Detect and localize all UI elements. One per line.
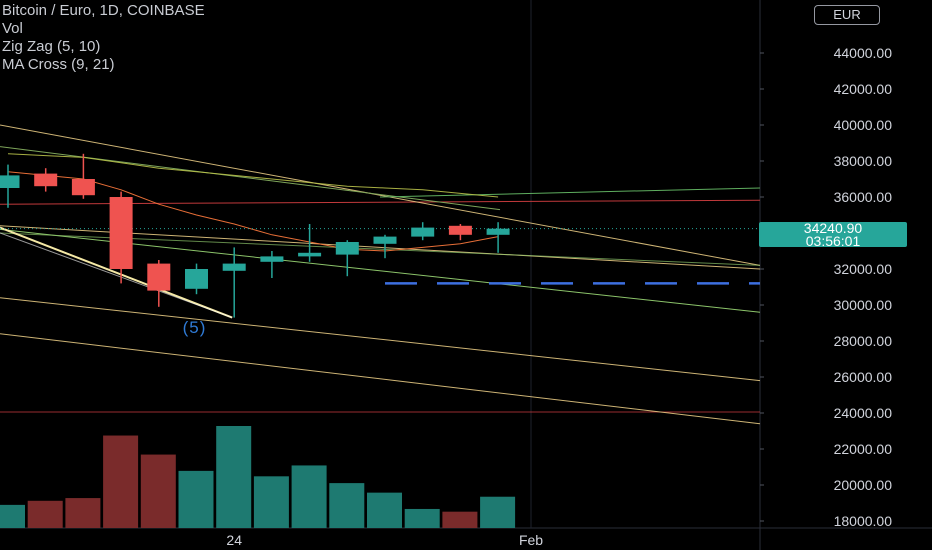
volume-bar (140, 454, 176, 528)
y-tick-label: 32000.00 (834, 261, 893, 277)
candle-body (260, 256, 284, 262)
volume-bar (65, 498, 101, 528)
x-tick-label: Feb (519, 532, 543, 548)
y-tick-label: 30000.00 (834, 297, 893, 313)
volume-bar (329, 483, 365, 528)
y-tick-label: 22000.00 (834, 441, 893, 457)
y-tick-label: 38000.00 (834, 153, 893, 169)
trend-line (0, 124, 761, 266)
candle-body (298, 252, 322, 257)
candle-body (411, 227, 435, 237)
candle-body (0, 175, 20, 188)
candle-body (34, 173, 58, 187)
last-price-badge: 34240.90 03:56:01 (759, 220, 907, 249)
y-tick-label: 40000.00 (834, 117, 893, 133)
y-tick-label: 28000.00 (834, 333, 893, 349)
y-tick-label: 36000.00 (834, 189, 893, 205)
volume-bar (291, 465, 327, 528)
candle-body (71, 179, 95, 196)
candle-body (109, 197, 133, 269)
zigzag-line (0, 232, 233, 319)
y-tick-label: 18000.00 (834, 513, 893, 529)
volume-bar (103, 435, 139, 528)
legend-zigzag[interactable]: Zig Zag (5, 10) (2, 38, 101, 55)
volume-bar (480, 496, 516, 528)
chart-legend: Bitcoin / Euro, 1D, COINBASE Vol Zig Zag… (2, 2, 205, 74)
last-price-value: 34240.90 (803, 220, 863, 236)
volume-bar (0, 504, 25, 528)
candle-body (147, 263, 171, 291)
candle-body (335, 242, 359, 255)
bar-countdown: 03:56:01 (805, 232, 861, 249)
y-tick-label: 26000.00 (834, 369, 893, 385)
y-tick-label: 24000.00 (834, 405, 893, 421)
y-tick-label: 42000.00 (834, 81, 893, 97)
currency-button[interactable]: EUR (814, 5, 880, 25)
x-tick-label: 24 (226, 532, 242, 548)
volume-bar (178, 470, 214, 528)
zigzag-pivot-label: (5) (183, 318, 207, 337)
volume-bar (367, 492, 402, 528)
legend-ma-cross[interactable]: MA Cross (9, 21) (2, 56, 115, 73)
legend-vol[interactable]: Vol (2, 20, 23, 37)
green-trend-line (379, 187, 761, 198)
volume-bar (404, 508, 440, 528)
volume-bar (27, 500, 63, 528)
trend-line (0, 297, 761, 382)
volume-bar (253, 476, 289, 528)
y-tick-label: 44000.00 (834, 45, 893, 61)
candle-body (448, 225, 472, 235)
candle-body (185, 269, 208, 289)
volume-bar (216, 426, 252, 528)
y-tick-label: 20000.00 (834, 477, 893, 493)
symbol-title[interactable]: Bitcoin / Euro, 1D, COINBASE (2, 2, 205, 19)
zigzag-line (0, 226, 233, 319)
trend-line (0, 333, 761, 425)
volume-bar (442, 511, 478, 528)
candle-body (373, 236, 397, 244)
candle-body (222, 263, 246, 271)
slow-ma-line (7, 153, 499, 198)
candle-body (486, 228, 510, 235)
